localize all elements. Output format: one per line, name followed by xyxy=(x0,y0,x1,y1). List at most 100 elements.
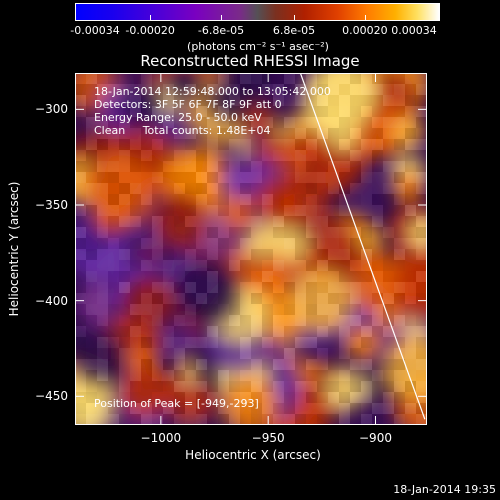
image-pixel xyxy=(383,161,394,172)
image-pixel xyxy=(174,260,185,271)
image-pixel xyxy=(328,84,339,95)
image-pixel xyxy=(328,271,339,282)
image-pixel xyxy=(119,381,130,392)
image-pixel xyxy=(317,260,328,271)
image-pixel xyxy=(141,359,152,370)
image-pixel xyxy=(163,238,174,249)
image-pixel xyxy=(284,414,295,425)
image-pixel xyxy=(152,260,163,271)
image-pixel xyxy=(306,194,317,205)
image-pixel xyxy=(416,227,427,238)
image-pixel xyxy=(317,73,328,84)
image-pixel xyxy=(383,216,394,227)
image-pixel xyxy=(218,293,229,304)
image-pixel xyxy=(361,249,372,260)
image-pixel xyxy=(108,381,119,392)
image-pixel xyxy=(295,238,306,249)
image-pixel xyxy=(295,337,306,348)
image-pixel xyxy=(284,348,295,359)
image-pixel xyxy=(207,381,218,392)
image-pixel xyxy=(295,205,306,216)
image-pixel xyxy=(361,216,372,227)
image-pixel xyxy=(75,403,86,414)
image-pixel xyxy=(394,128,405,139)
image-pixel xyxy=(394,194,405,205)
emission-blob xyxy=(344,325,381,361)
image-pixel xyxy=(163,381,174,392)
image-pixel xyxy=(262,260,273,271)
image-pixel xyxy=(174,139,185,150)
image-pixel xyxy=(240,392,251,403)
image-pixel xyxy=(273,392,284,403)
image-pixel xyxy=(394,73,405,84)
image-pixel xyxy=(174,73,185,84)
image-pixel xyxy=(229,238,240,249)
image-pixel xyxy=(361,150,372,161)
image-pixel xyxy=(185,84,196,95)
image-pixel xyxy=(229,194,240,205)
image-pixel xyxy=(196,304,207,315)
image-pixel xyxy=(350,381,361,392)
image-pixel xyxy=(185,238,196,249)
image-pixel xyxy=(97,183,108,194)
emission-blob xyxy=(377,100,405,128)
image-pixel xyxy=(119,227,130,238)
image-pixel xyxy=(383,128,394,139)
image-pixel xyxy=(416,304,427,315)
image-pixel xyxy=(152,381,163,392)
image-pixel xyxy=(317,293,328,304)
image-pixel xyxy=(306,205,317,216)
image-pixel xyxy=(251,150,262,161)
image-pixel xyxy=(130,238,141,249)
image-pixel xyxy=(273,172,284,183)
image-pixel xyxy=(141,315,152,326)
image-pixel xyxy=(350,249,361,260)
image-pixel xyxy=(141,293,152,304)
image-pixel xyxy=(196,249,207,260)
image-pixel xyxy=(130,293,141,304)
image-pixel xyxy=(273,183,284,194)
image-pixel xyxy=(295,73,306,84)
image-pixel xyxy=(75,183,86,194)
emission-blob xyxy=(256,179,303,225)
image-pixel xyxy=(152,150,163,161)
image-pixel xyxy=(306,161,317,172)
image-pixel xyxy=(284,205,295,216)
image-pixel xyxy=(75,271,86,282)
image-pixel xyxy=(174,194,185,205)
image-pixel xyxy=(97,381,108,392)
image-pixel xyxy=(108,414,119,425)
image-pixel xyxy=(383,95,394,106)
image-pixel xyxy=(262,227,273,238)
image-pixel xyxy=(383,359,394,370)
emission-blob xyxy=(116,79,165,128)
image-pixel xyxy=(218,128,229,139)
image-pixel xyxy=(119,315,130,326)
image-pixel xyxy=(251,84,262,95)
image-pixel xyxy=(273,403,284,414)
image-pixel xyxy=(130,249,141,260)
image-pixel xyxy=(229,293,240,304)
image-pixel xyxy=(350,304,361,315)
image-pixel xyxy=(405,293,416,304)
image-pixel xyxy=(416,392,427,403)
image-pixel xyxy=(108,326,119,337)
image-pixel xyxy=(86,117,97,128)
image-pixel xyxy=(97,106,108,117)
image-pixel xyxy=(130,392,141,403)
image-pixel xyxy=(328,150,339,161)
emission-blob xyxy=(75,327,128,387)
image-pixel xyxy=(207,315,218,326)
image-pixel xyxy=(196,172,207,183)
image-pixel xyxy=(108,183,119,194)
image-pixel xyxy=(273,348,284,359)
image-pixel xyxy=(405,106,416,117)
image-pixel xyxy=(229,260,240,271)
emission-blob xyxy=(164,322,199,358)
image-pixel xyxy=(394,150,405,161)
image-pixel xyxy=(262,282,273,293)
image-pixel xyxy=(372,84,383,95)
image-pixel xyxy=(306,238,317,249)
image-pixel xyxy=(196,183,207,194)
image-pixel xyxy=(108,249,119,260)
